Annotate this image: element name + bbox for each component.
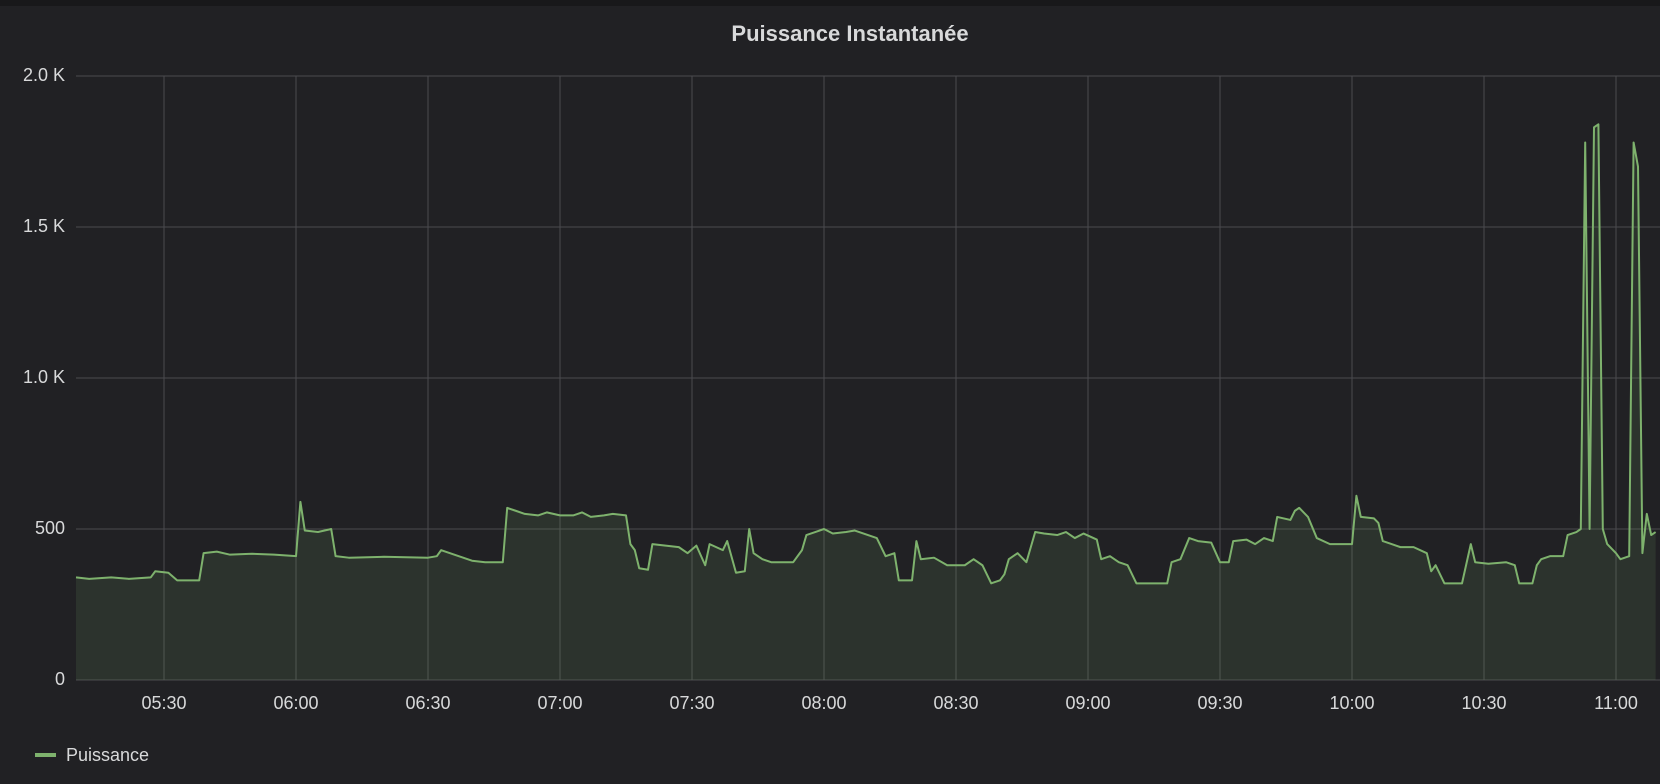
area-fill — [76, 124, 1656, 680]
x-tick-label: 05:30 — [141, 693, 186, 713]
legend-label: Puissance — [66, 745, 149, 765]
x-tick-label: 11:00 — [1594, 693, 1638, 713]
x-tick-label: 08:00 — [801, 693, 846, 713]
x-tick-label: 06:30 — [405, 693, 450, 713]
y-tick-label: 1.0 K — [23, 367, 65, 387]
x-tick-label: 10:00 — [1329, 693, 1374, 713]
y-tick-label: 2.0 K — [23, 65, 65, 85]
line — [75, 123, 1657, 585]
x-tick-label: 07:00 — [537, 693, 582, 713]
chart-title: Puissance Instantanée — [731, 21, 968, 46]
x-tick-label: 06:00 — [273, 693, 318, 713]
x-tick-label: 09:30 — [1197, 693, 1242, 713]
x-tick-label: 10:30 — [1461, 693, 1506, 713]
y-tick-label: 0 — [55, 669, 65, 689]
x-tick-label: 07:30 — [669, 693, 714, 713]
panel-edge — [0, 0, 1660, 6]
x-tick-label: 08:30 — [933, 693, 978, 713]
y-tick-label: 1.5 K — [23, 216, 65, 236]
x-tick-label: 09:00 — [1065, 693, 1110, 713]
y-tick-label: 500 — [35, 518, 65, 538]
